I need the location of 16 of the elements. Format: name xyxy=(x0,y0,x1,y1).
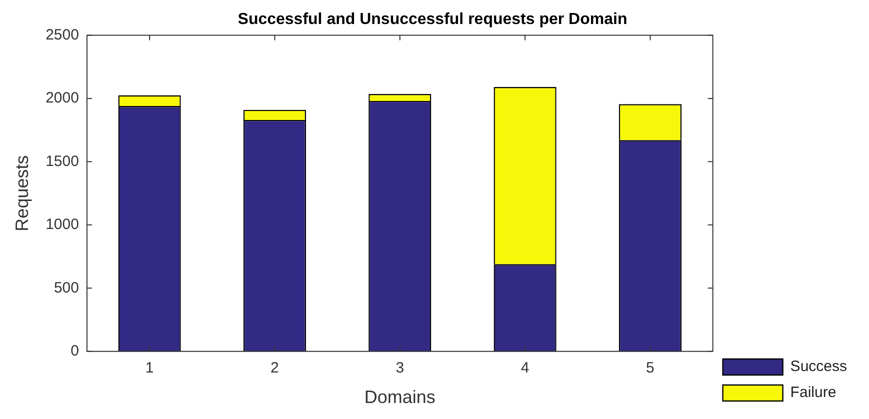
x-axis-title: Domains xyxy=(364,387,436,408)
y-tick-label: 1000 xyxy=(46,216,79,234)
y-tick-label: 2500 xyxy=(46,26,79,44)
x-tick-label: 3 xyxy=(396,360,404,377)
x-tick-label: 2 xyxy=(270,360,279,377)
y-tick-label: 0 xyxy=(70,342,79,360)
x-tick-label: 5 xyxy=(646,360,654,377)
y-axis-title: Requests xyxy=(12,155,32,232)
chart-title: Successful and Unsuccessful requests per Domain xyxy=(238,11,628,28)
y-tick-label: 1500 xyxy=(46,152,79,170)
y-tick-label: 500 xyxy=(54,279,79,296)
x-tick-label: 4 xyxy=(520,360,530,377)
legend-label: Failure xyxy=(790,384,836,402)
x-tick-label: 1 xyxy=(145,360,154,377)
legend-label: Success xyxy=(790,358,848,376)
y-tick-label: 2000 xyxy=(46,90,79,107)
